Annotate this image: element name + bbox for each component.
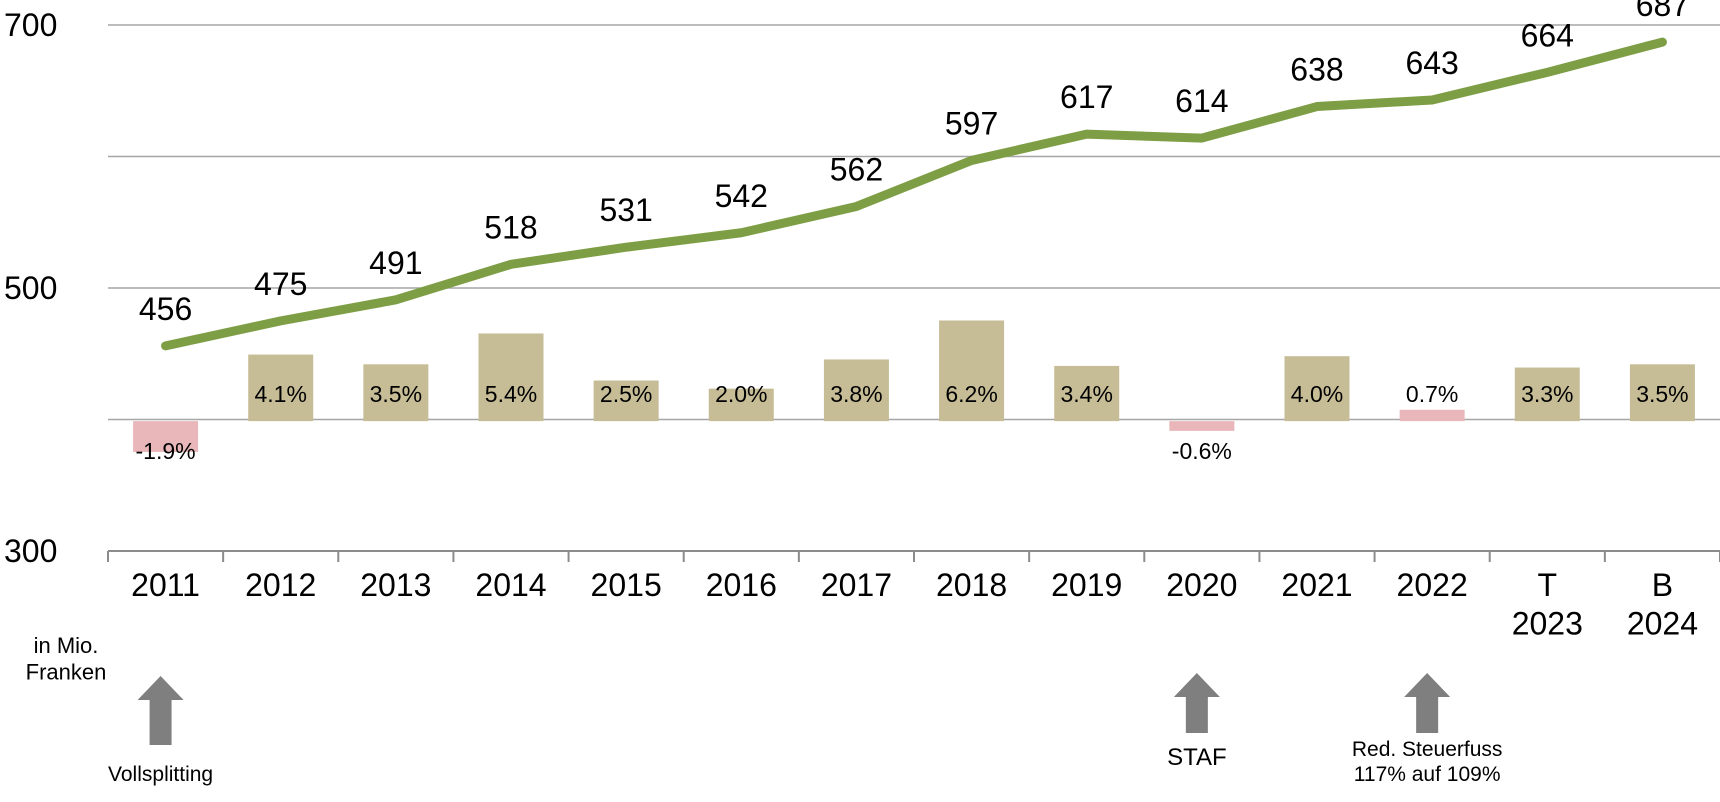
bar bbox=[1399, 409, 1465, 422]
bar bbox=[133, 421, 199, 452]
x-tick-label: 2022 bbox=[1397, 567, 1468, 603]
bar-label: 6.2% bbox=[945, 381, 997, 407]
bar bbox=[708, 388, 774, 422]
bar bbox=[248, 354, 314, 422]
arrow bbox=[1404, 673, 1451, 733]
x-tick-label: 2019 bbox=[1051, 567, 1122, 603]
x-tick-label: 2014 bbox=[475, 567, 546, 603]
annotation: STAF bbox=[1167, 744, 1227, 771]
line bbox=[161, 37, 1667, 351]
arrow bbox=[1173, 673, 1220, 733]
line-label: 664 bbox=[1521, 17, 1574, 53]
bar-label: 2.5% bbox=[600, 381, 652, 407]
y-tick-label: 300 bbox=[4, 533, 57, 569]
bar bbox=[939, 320, 1005, 422]
arrow bbox=[137, 676, 184, 745]
line-label: 518 bbox=[484, 209, 537, 245]
line-label: 597 bbox=[945, 105, 998, 141]
y-tick-label: 700 bbox=[4, 7, 57, 43]
line-label: 475 bbox=[254, 266, 307, 302]
annotation: Vollsplitting bbox=[108, 763, 213, 786]
line-label: 531 bbox=[599, 192, 652, 228]
x-tick-label: B 2024 bbox=[1627, 567, 1698, 641]
bar-label: 4.1% bbox=[254, 381, 306, 407]
line-label: 643 bbox=[1405, 45, 1458, 81]
bar bbox=[363, 364, 429, 422]
bar-label: -1.9% bbox=[136, 438, 196, 464]
bar bbox=[1514, 367, 1580, 422]
line-label: 491 bbox=[369, 245, 422, 281]
bar bbox=[823, 359, 889, 422]
bar-label: -0.6% bbox=[1172, 438, 1232, 464]
x-tick-label: 2018 bbox=[936, 567, 1007, 603]
line-label: 687 bbox=[1636, 0, 1689, 23]
bar-label: 3.4% bbox=[1060, 381, 1112, 407]
bar bbox=[1054, 365, 1120, 422]
bar bbox=[478, 333, 544, 422]
bar-label: 3.5% bbox=[370, 381, 422, 407]
bar-label: 4.0% bbox=[1291, 381, 1343, 407]
bar bbox=[593, 380, 659, 422]
bar bbox=[1169, 421, 1235, 431]
bar-label: 2.0% bbox=[715, 381, 767, 407]
line-label: 456 bbox=[139, 291, 192, 327]
x-tick-label: 2021 bbox=[1281, 567, 1352, 603]
bar bbox=[1284, 356, 1350, 422]
line-label: 614 bbox=[1175, 83, 1228, 119]
x-tick-label: 2017 bbox=[821, 567, 892, 603]
x-tick-label: 2016 bbox=[706, 567, 777, 603]
bar-label: 3.8% bbox=[830, 381, 882, 407]
x-tick-label: 2012 bbox=[245, 567, 316, 603]
y-tick-label: 500 bbox=[4, 270, 57, 306]
bar-label: 5.4% bbox=[485, 381, 537, 407]
annotation: Red. Steuerfuss 117% auf 109% bbox=[1352, 738, 1503, 786]
line-label: 562 bbox=[830, 151, 883, 187]
y-axis-label: in Mio. Franken bbox=[26, 633, 107, 684]
bar-label: 0.7% bbox=[1406, 381, 1458, 407]
bar-label: 3.5% bbox=[1636, 381, 1688, 407]
bar-label: 3.3% bbox=[1521, 381, 1573, 407]
x-tick-label: 2011 bbox=[131, 567, 200, 603]
x-tick-label: 2013 bbox=[360, 567, 431, 603]
bar bbox=[1629, 364, 1695, 422]
x-tick-label: 2015 bbox=[591, 567, 662, 603]
line-label: 542 bbox=[715, 178, 768, 214]
line-label: 638 bbox=[1290, 52, 1343, 88]
line-label: 617 bbox=[1060, 79, 1113, 115]
x-tick-label: T 2023 bbox=[1512, 567, 1583, 641]
x-tick-label: 2020 bbox=[1166, 567, 1237, 603]
